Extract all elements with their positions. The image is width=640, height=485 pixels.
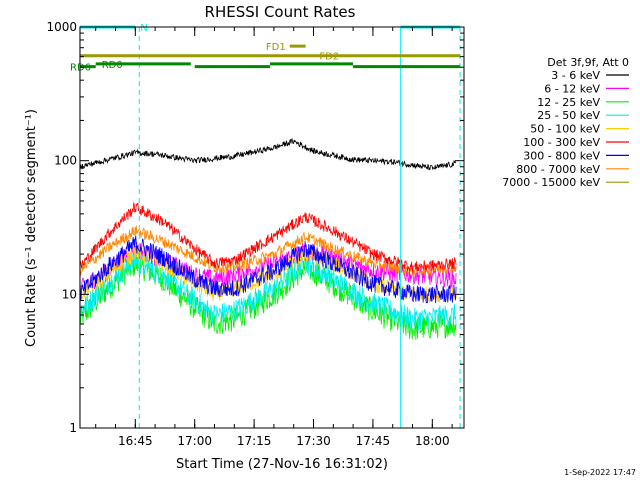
x-tick-label: 17:00 (177, 434, 212, 448)
flag-label-rd0: RD0 (102, 60, 123, 71)
flag-label-rd6: RD6 (70, 63, 91, 74)
flag-label-fd2: FD2 (319, 52, 339, 63)
x-axis-label: Start Time (27-Nov-16 16:31:02) (176, 457, 388, 472)
series-line-800-7000-kev (79, 225, 457, 277)
x-tick-label: 17:15 (237, 434, 272, 448)
y-tick-label: 1000 (46, 20, 77, 34)
legend-label-3: 25 - 50 keV (537, 109, 600, 122)
legend-label-0: 3 - 6 keV (551, 69, 600, 82)
legend-label-6: 300 - 800 keV (523, 149, 600, 162)
y-tick-label: 100 (54, 154, 77, 168)
series-line-100-300-kev (79, 201, 457, 273)
x-tick-label: 17:45 (356, 434, 391, 448)
x-tick-label: 16:45 (118, 434, 153, 448)
legend-label-8: 7000 - 15000 keV (502, 176, 600, 189)
x-tick-label: 17:30 (296, 434, 331, 448)
legend-label-7: 800 - 7000 keV (516, 163, 600, 176)
axes: 1 10 100 1000 16:45 17:00 17:15 17:30 17:45 18:00 (46, 20, 464, 448)
y-tick-label: 10 (62, 287, 77, 301)
legend-label-4: 50 - 100 keV (530, 123, 600, 136)
timestamp: 1-Sep-2022 17:47 (564, 468, 636, 477)
y-axis-label: Count Rate (s⁻¹ detector segment⁻¹) (24, 109, 39, 347)
legend-label-1: 6 - 12 keV (544, 82, 600, 95)
plot-frame (79, 26, 465, 429)
legend-title: Det 3f,9f, Att 0 (547, 56, 629, 69)
x-tick-label: 18:00 (415, 434, 450, 448)
flag-label-fd1: FD1 (266, 42, 286, 53)
series-line-300-800-kev (79, 235, 457, 304)
flag-label-n: N (140, 23, 147, 34)
legend-label-2: 12 - 25 keV (537, 96, 600, 109)
chart-title: RHESSI Count Rates (205, 3, 356, 21)
legend-label-5: 100 - 300 keV (523, 136, 600, 149)
y-tick-label: 1 (69, 421, 77, 435)
series-line-3-6-kev (79, 137, 457, 171)
plot-area: N FD1 FD2 RD0 RD6 (70, 23, 461, 428)
